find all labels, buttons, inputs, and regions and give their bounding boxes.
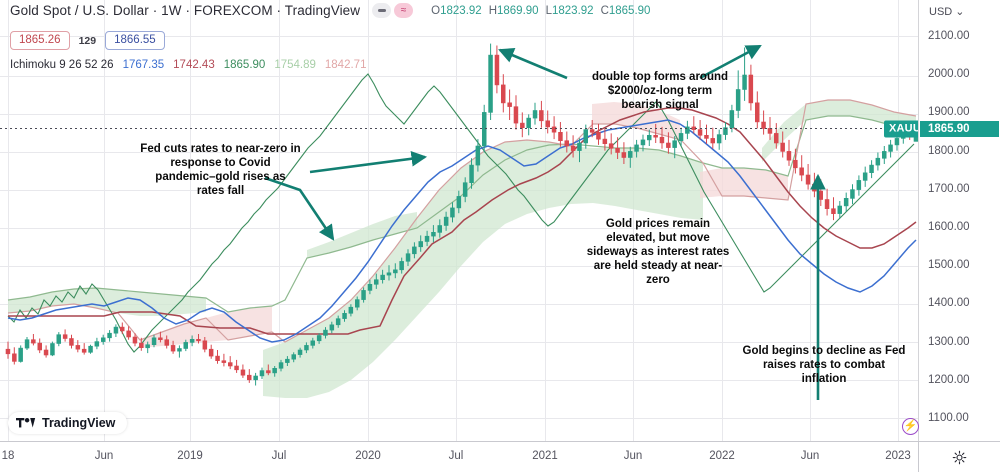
time-tick: Jun xyxy=(94,450,114,462)
ichimoku-senkou-b-value: 1842.71 xyxy=(324,59,367,71)
tenkan-sen-line xyxy=(7,119,917,343)
ask-price-box[interactable]: 1866.55 xyxy=(105,31,165,50)
ohlc-close-value: 1865.90 xyxy=(608,4,651,17)
price-tick: 2100.00 xyxy=(928,30,970,42)
tradingview-logo-icon xyxy=(16,418,36,428)
bid-price-box[interactable]: 1865.26 xyxy=(10,31,70,50)
time-tick: Jun xyxy=(623,450,643,462)
currency-selector[interactable]: USD ⌄ xyxy=(929,5,965,18)
chevron-down-icon: ⌄ xyxy=(955,6,965,18)
price-axis[interactable]: USD ⌄ 2100.00 2000.00 1900.00 1800.00 1700.0… xyxy=(918,0,1000,441)
time-tick: 18 xyxy=(1,450,15,462)
chart-legend-header: Gold Spot / U.S. Dollar · 1W · FOREXCOM … xyxy=(10,3,650,18)
annotation-sideways-move: Gold prices remain elevated, but move si… xyxy=(586,218,730,287)
ohlc-close-key: C xyxy=(600,4,609,17)
chart-style-toggles[interactable]: ≈ xyxy=(372,3,414,18)
chart-canvas xyxy=(0,0,918,441)
price-tick: 1100.00 xyxy=(928,412,969,424)
ohlc-high-value: 1869.90 xyxy=(497,4,539,17)
price-tick: 1300.00 xyxy=(928,335,970,348)
ichimoku-senkou-a-value: 1754.89 xyxy=(274,59,316,71)
last-price-badge[interactable]: 1865.90 xyxy=(920,121,999,137)
price-tick: 1200.00 xyxy=(928,373,970,386)
senkou-span-lines xyxy=(7,99,917,343)
bid-ask-row: 1865.26 129 1866.55 xyxy=(10,31,165,50)
price-tick: 2000.00 xyxy=(928,68,970,81)
kijun-sen-line xyxy=(8,107,917,335)
ichimoku-label[interactable]: Ichimoku 9 26 52 26 xyxy=(10,59,114,71)
price-tick: 1800.00 xyxy=(928,144,970,157)
price-tick: 1900.00 xyxy=(928,106,970,119)
annotation-fed-hikes: Gold begins to decline as Fed raises rat… xyxy=(742,345,906,386)
time-tick: 2021 xyxy=(532,450,558,462)
ohlc-open-value: 1823.92 xyxy=(440,4,482,17)
ichimoku-chikou-value: 1865.90 xyxy=(223,59,266,71)
time-tick: Jul xyxy=(448,450,464,462)
time-axis[interactable]: 18 Jun 2019 Jul 2020 Jul 2021 Jun 2022 Jun 2023 xyxy=(0,441,1000,472)
price-tick: 1400.00 xyxy=(928,297,970,310)
gear-icon xyxy=(952,450,967,465)
ohlc-low: L1823.92 xyxy=(546,5,594,17)
time-tick: 2023 xyxy=(885,450,911,462)
chart-plot-area[interactable]: XAUUSD xyxy=(0,0,942,441)
annotation-covid-rate-cut: Fed cuts rates to near-zero in response … xyxy=(140,143,301,198)
time-tick: 2022 xyxy=(709,450,735,462)
price-tick: 1700.00 xyxy=(928,182,970,195)
ohlc-open-key: O xyxy=(431,4,441,17)
wave-style-toggle-icon[interactable]: ≈ xyxy=(394,3,414,18)
chart-settings-button[interactable] xyxy=(918,442,1000,472)
annotation-double-top: double top forms around $2000/oz-long te… xyxy=(591,71,729,112)
time-tick: Jun xyxy=(800,450,820,462)
spread-value: 129 xyxy=(78,34,97,47)
lightning-bolt-icon[interactable]: ⚡ xyxy=(902,418,919,435)
ohlc-high-key: H xyxy=(488,4,497,17)
time-tick: 2019 xyxy=(177,450,203,462)
ichimoku-kijun-value: 1742.43 xyxy=(173,59,215,71)
watermark-label: TradingView xyxy=(42,416,116,430)
price-tick: 1600.00 xyxy=(928,221,970,233)
ohlc-high: H1869.90 xyxy=(489,5,539,17)
ohlc-close: C1865.90 xyxy=(601,5,651,17)
ohlc-low-value: 1823.92 xyxy=(551,4,594,17)
time-tick: Jul xyxy=(271,450,287,462)
ohlc-readout: O1823.92 H1869.90 L1823.92 C1865.90 xyxy=(431,5,650,17)
ohlc-open: O1823.92 xyxy=(431,5,482,17)
symbol-title[interactable]: Gold Spot / U.S. Dollar · 1W · FOREXCOM … xyxy=(10,3,361,18)
hide-series-toggle-icon[interactable] xyxy=(372,3,392,18)
time-tick: 2020 xyxy=(355,450,381,462)
chikou-span-line xyxy=(7,73,915,353)
ichimoku-legend[interactable]: Ichimoku 9 26 52 26 1767.35 1742.43 1865… xyxy=(10,59,366,71)
price-tick: 1500.00 xyxy=(928,259,970,272)
currency-label: USD xyxy=(929,6,953,18)
annotation-arrows xyxy=(264,44,826,400)
tradingview-watermark: TradingView xyxy=(8,412,128,434)
ichimoku-tenkan-value: 1767.35 xyxy=(122,59,165,71)
ohlc-low-key: L xyxy=(545,4,552,17)
